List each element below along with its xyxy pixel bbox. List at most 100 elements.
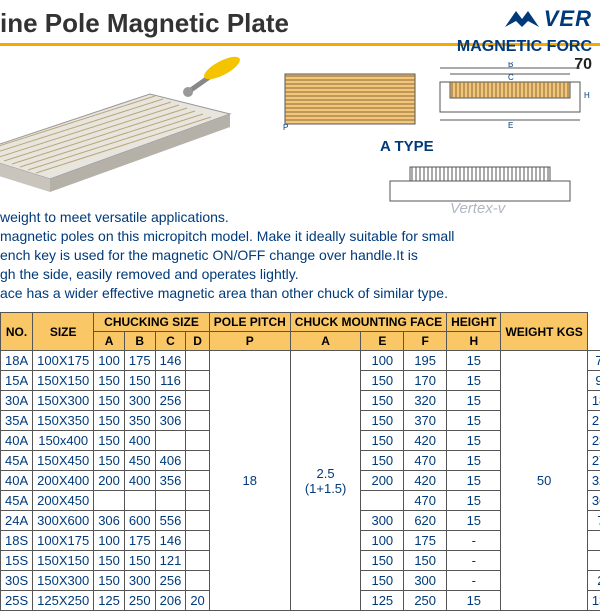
cell: 350 <box>124 411 155 431</box>
cell: 470 <box>404 491 447 511</box>
col-E: E <box>361 332 404 351</box>
cell: 195 <box>404 351 447 371</box>
cell: 15 <box>447 471 501 491</box>
cell: 150 <box>361 551 404 571</box>
cell <box>186 371 209 391</box>
cell: 320 <box>404 391 447 411</box>
cell: 150x400 <box>33 431 94 451</box>
feature-line: ench key is used for the magnetic ON/OFF… <box>0 246 594 265</box>
cell: 306 <box>155 411 186 431</box>
cell <box>186 571 209 591</box>
cell: 150 <box>361 451 404 471</box>
cell: 18S <box>1 531 33 551</box>
cell <box>186 391 209 411</box>
cell: 250 <box>404 591 447 611</box>
cell: 150X150 <box>33 551 94 571</box>
cell-weight: 36.4 <box>587 491 600 511</box>
cell: 30S <box>1 571 33 591</box>
cell: 356 <box>155 471 186 491</box>
cell <box>186 511 209 531</box>
col-weight: WEIGHT KGS <box>501 313 587 351</box>
table-row: 18A100X175100175146182.5 (1+1.5)10019515… <box>1 351 600 371</box>
cell: 150 <box>94 431 125 451</box>
features-list: weight to meet versatile applications. m… <box>0 204 600 308</box>
cell: 400 <box>124 471 155 491</box>
cell: 150 <box>94 391 125 411</box>
cell: 556 <box>155 511 186 531</box>
spec-table: NO. SIZE CHUCKING SIZE POLE PITCH CHUCK … <box>0 312 600 611</box>
cell: 121 <box>155 551 186 571</box>
cell: 150X300 <box>33 391 94 411</box>
cell: 45A <box>1 491 33 511</box>
cell: 200X450 <box>33 491 94 511</box>
cell: 35A <box>1 411 33 431</box>
cell-weight: 7.7 <box>587 351 600 371</box>
cell-pitch2: 2.5 (1+1.5) <box>290 351 361 611</box>
col-size: SIZE <box>33 313 94 351</box>
cell: 15 <box>447 351 501 371</box>
cell: 300 <box>124 571 155 591</box>
cell: 15 <box>447 431 501 451</box>
cell: 15 <box>447 371 501 391</box>
cell <box>124 491 155 511</box>
cell-weight: 9 <box>587 551 600 571</box>
cell: 175 <box>124 351 155 371</box>
cell <box>361 491 404 511</box>
cell: 150 <box>94 451 125 471</box>
cell: 25S <box>1 591 33 611</box>
cell-weight: 23.7 <box>587 431 600 451</box>
cell: 15 <box>447 511 501 531</box>
col-AE: A <box>290 332 361 351</box>
cell: 150 <box>361 391 404 411</box>
cell: 150 <box>94 371 125 391</box>
cell: 256 <box>155 571 186 591</box>
cell: 175 <box>124 531 155 551</box>
cell: 18A <box>1 351 33 371</box>
cell: 15S <box>1 551 33 571</box>
cell: - <box>447 531 501 551</box>
a-type-block: A TYPE <box>380 138 580 208</box>
cell: 150X450 <box>33 451 94 471</box>
cell: 420 <box>404 431 447 451</box>
cell: 15 <box>447 491 501 511</box>
col-mount: CHUCK MOUNTING FACE <box>290 313 446 332</box>
feature-line: magnetic poles on this micropitch model.… <box>0 227 594 246</box>
svg-text:B: B <box>508 62 513 69</box>
cell: 40A <box>1 431 33 451</box>
svg-text:H: H <box>584 91 590 100</box>
col-F: F <box>404 332 447 351</box>
cell: 30A <box>1 391 33 411</box>
col-P: P <box>209 332 290 351</box>
col-B: B <box>124 332 155 351</box>
cell: 206 <box>155 591 186 611</box>
cell: 150 <box>124 551 155 571</box>
cell: 256 <box>155 391 186 411</box>
cell <box>155 431 186 451</box>
cell <box>186 491 209 511</box>
cell: 125 <box>361 591 404 611</box>
cell <box>186 411 209 431</box>
cell: 200 <box>361 471 404 491</box>
cell-weight: 9.8 <box>587 371 600 391</box>
cell: 420 <box>404 471 447 491</box>
feature-line: ace has a wider effective magnetic area … <box>0 284 594 303</box>
cell: 300 <box>404 571 447 591</box>
cell <box>186 451 209 471</box>
cell-weight: 73 <box>587 511 600 531</box>
cell-height: 50 <box>501 351 587 611</box>
hero-area: P B C E H A TYPE Vertex-v <box>0 46 600 204</box>
cell: 15 <box>447 591 501 611</box>
cell <box>186 431 209 451</box>
col-A: A <box>94 332 125 351</box>
cell: 146 <box>155 351 186 371</box>
cell: 15A <box>1 371 33 391</box>
cell-weight: 21.4 <box>587 411 600 431</box>
brand-text: VER <box>544 6 592 32</box>
cell: 150 <box>94 571 125 591</box>
cell-weight: 32.5 <box>587 471 600 491</box>
cell: 150X350 <box>33 411 94 431</box>
dimension-drawings: P B C E H <box>280 62 590 132</box>
cell: 400 <box>124 431 155 451</box>
cell: 100 <box>361 531 404 551</box>
cell: 20 <box>186 591 209 611</box>
